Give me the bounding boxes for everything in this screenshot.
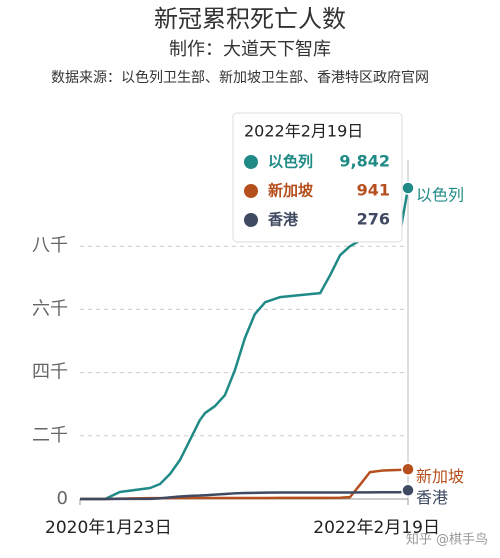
tooltip-box	[232, 112, 403, 243]
tooltip-name: 新加坡	[268, 182, 313, 200]
chart-title: 新冠累积死亡人数	[154, 5, 346, 33]
y-tick-label: 八千	[32, 235, 68, 256]
tooltip-value: 9,842	[339, 152, 390, 171]
end-point	[401, 181, 415, 195]
x-tick-label: 2022年2月19日	[313, 518, 440, 538]
y-tick-label: 二千	[32, 425, 68, 446]
end-point	[401, 462, 415, 477]
end-label: 以色列	[416, 185, 464, 204]
end-label: 新加坡	[416, 467, 464, 486]
tooltip-value: 941	[357, 181, 390, 200]
series-line	[80, 489, 409, 501]
end-label: 香港	[416, 488, 448, 507]
y-tick-label: 四千	[32, 362, 68, 383]
y-tick-label: 六千	[32, 298, 68, 319]
tooltip-marker	[244, 184, 258, 198]
tooltip-name: 以色列	[268, 153, 313, 171]
x-tick-label: 2020年1月23日	[45, 518, 172, 538]
watermark: 知乎 @棋手鸟	[406, 532, 488, 548]
tooltip-marker	[244, 155, 258, 169]
tooltip-value: 276	[357, 210, 390, 229]
tooltip-name: 香港	[268, 211, 299, 229]
chart-source: 数据来源：以色列卫生部、新加坡卫生部、香港特区政府官网	[51, 69, 429, 86]
chart-subtitle: 制作：大道天下智库	[169, 39, 331, 60]
y-tick-label: 0	[57, 488, 68, 509]
end-point	[401, 483, 415, 498]
tooltip-marker	[244, 213, 258, 227]
series-line	[80, 468, 409, 501]
tooltip-title: 2022年2月19日	[244, 122, 363, 141]
